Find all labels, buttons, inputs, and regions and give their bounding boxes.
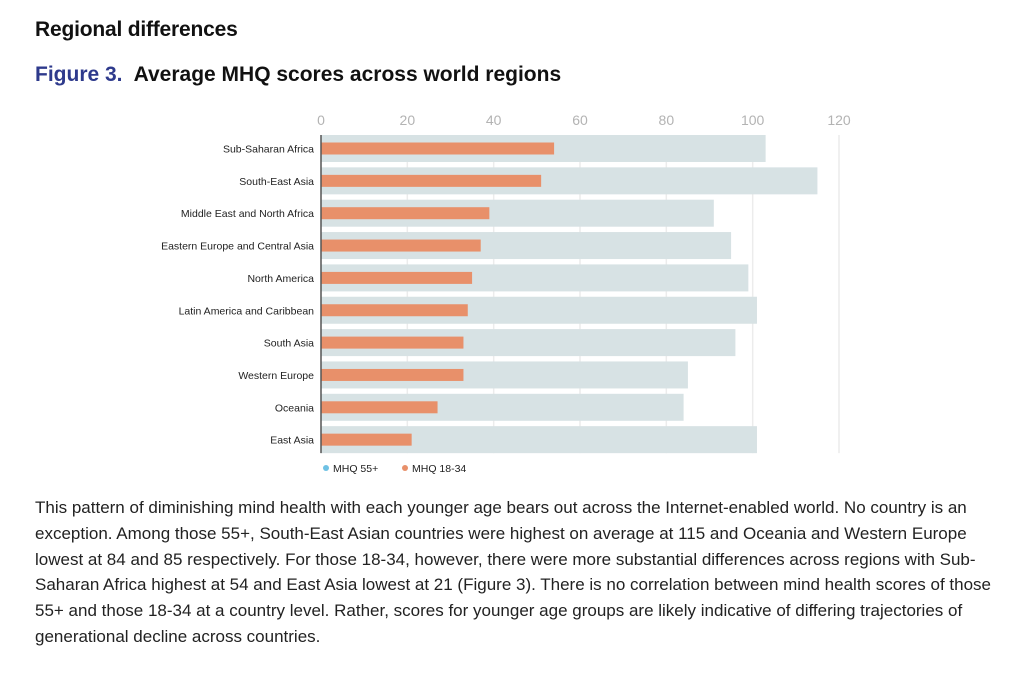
body-paragraph: This pattern of diminishing mind health … [35, 498, 992, 646]
legend-swatch [402, 465, 408, 471]
category-label: East Asia [270, 435, 314, 447]
figure-caption: Average MHQ scores across world regions [133, 63, 562, 86]
bar-mhq-18-34 [321, 271, 473, 284]
bar-mhq-18-34 [321, 304, 468, 317]
category-label: Middle East and North Africa [181, 208, 314, 220]
category-label: Western Europe [238, 370, 314, 382]
legend-swatch [323, 465, 329, 471]
category-label: Latin America and Caribbean [179, 305, 315, 317]
bar-mhq-18-34 [321, 401, 438, 414]
figure-label: Figure 3. [35, 63, 123, 86]
x-tick-label: 0 [317, 112, 325, 128]
x-tick-label: 80 [659, 112, 675, 128]
figure-title: Figure 3. Average MHQ scores across worl… [35, 63, 561, 87]
category-label: Sub-Saharan Africa [223, 144, 314, 156]
x-tick-label: 20 [400, 112, 416, 128]
bar-mhq-18-34 [321, 174, 542, 187]
bars [321, 135, 818, 454]
category-label: Eastern Europe and Central Asia [161, 241, 314, 253]
x-tick-label: 120 [827, 112, 851, 128]
bar-mhq-18-34 [321, 207, 490, 220]
bar-mhq-18-34 [321, 142, 555, 155]
legend-label: MHQ 18-34 [412, 463, 466, 475]
category-label: Oceania [275, 402, 314, 414]
x-tick-label: 40 [486, 112, 502, 128]
legend-label: MHQ 55+ [333, 463, 378, 475]
x-axis-ticks: 0 20 40 60 80 100 120 [317, 112, 851, 128]
bar-mhq-18-34 [321, 336, 464, 349]
category-label: South-East Asia [239, 176, 314, 188]
bar-chart: 0 20 40 60 80 100 120 Sub-Saharan Africa South-… [161, 112, 851, 475]
bar-mhq-18-34 [321, 239, 481, 252]
x-tick-label: 60 [572, 112, 588, 128]
category-labels: Sub-Saharan Africa South-East Asia Middle … [161, 144, 314, 447]
section-title: Regional differences [35, 18, 238, 41]
x-tick-label: 100 [741, 112, 765, 128]
legend: MHQ 55+ MHQ 18-34 [323, 463, 466, 475]
bar-mhq-18-34 [321, 368, 464, 381]
category-label: North America [247, 273, 314, 285]
category-label: South Asia [264, 338, 314, 350]
bar-mhq-18-34 [321, 433, 412, 446]
